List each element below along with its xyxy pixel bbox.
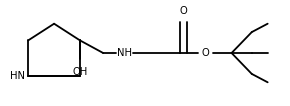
Text: O: O (179, 6, 187, 16)
Text: O: O (202, 48, 209, 58)
Text: HN: HN (10, 71, 25, 81)
Text: OH: OH (72, 67, 88, 77)
Text: NH: NH (117, 48, 132, 58)
